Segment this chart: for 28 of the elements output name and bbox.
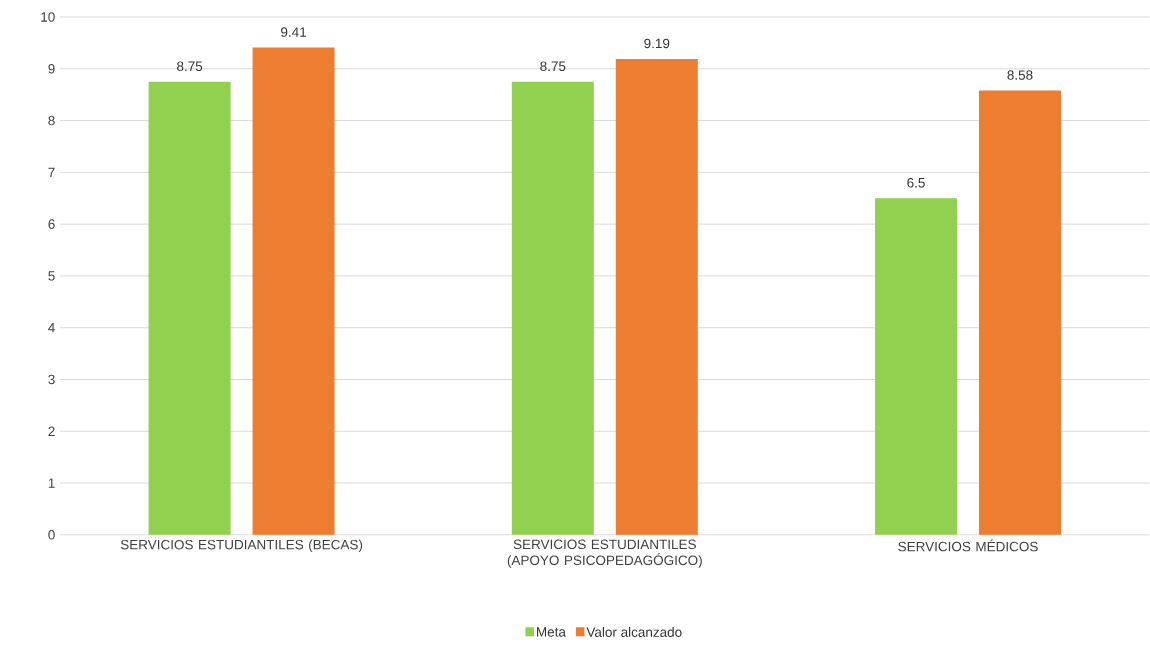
y-tick-label: 0 bbox=[48, 530, 55, 540]
data-label: 8.58 bbox=[1007, 70, 1033, 80]
y-tick-label: 9 bbox=[48, 64, 55, 74]
x-tick-label: SERVICIOS ESTUDIANTILES (APOYO PSICOPEDAGÓGICO) bbox=[507, 539, 702, 568]
legend-label: Valor alcanzado bbox=[586, 627, 682, 638]
data-label: 8.75 bbox=[540, 61, 566, 72]
y-tick-label: 2 bbox=[48, 426, 55, 437]
y-tick-label: 6 bbox=[48, 219, 55, 229]
x-tick-label: SERVICIOS ESTUDIANTILES (BECAS) bbox=[120, 539, 363, 553]
y-tick-label: 4 bbox=[48, 323, 55, 333]
y-tick-label: 1 bbox=[48, 478, 55, 488]
bar bbox=[615, 59, 698, 535]
y-tick-label: 5 bbox=[48, 271, 55, 281]
data-label: 8.75 bbox=[177, 61, 203, 72]
y-tick-label: 3 bbox=[48, 374, 55, 385]
y-tick-label: 10 bbox=[41, 12, 55, 22]
data-label: 6.5 bbox=[907, 178, 925, 188]
data-label: 9.41 bbox=[281, 27, 307, 37]
data-label: 9.19 bbox=[644, 38, 670, 49]
y-tick-label: 8 bbox=[48, 115, 55, 126]
x-tick-label: SERVICIOS MÉDICOS bbox=[898, 539, 1038, 552]
bar bbox=[148, 81, 231, 535]
bar bbox=[252, 47, 335, 535]
legend-label: Meta bbox=[537, 627, 566, 637]
y-tick-label: 7 bbox=[48, 167, 55, 178]
bar bbox=[875, 198, 957, 535]
bar bbox=[511, 81, 594, 535]
bar bbox=[979, 90, 1061, 535]
